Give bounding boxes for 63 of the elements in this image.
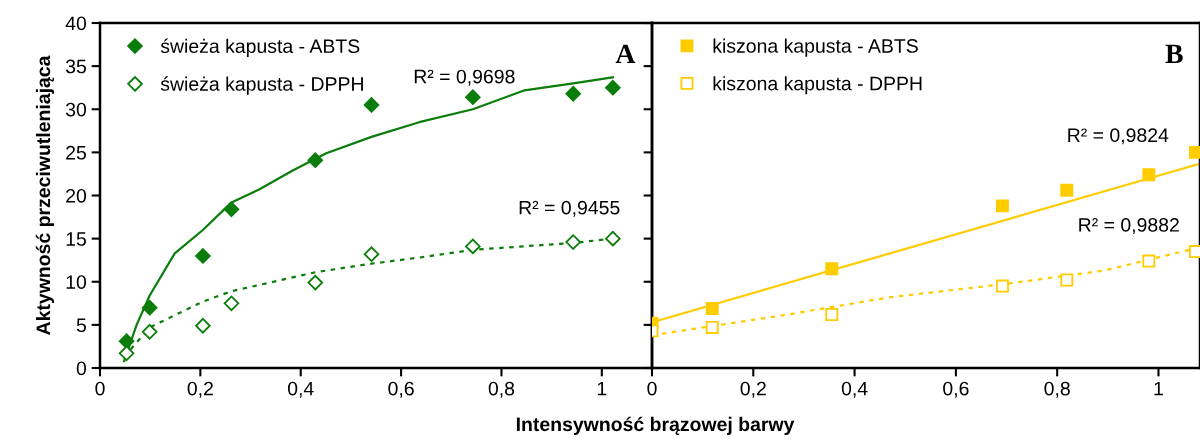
point [705, 321, 719, 334]
x-tick-label: 0,8 [1044, 381, 1070, 398]
point [1060, 183, 1074, 197]
x-tick-label: 1 [1154, 381, 1163, 396]
annotation: R² = 0,9698 [414, 69, 515, 86]
point [1188, 245, 1200, 259]
x-tick-label: 0 [647, 381, 657, 396]
point [1188, 145, 1200, 159]
point [996, 199, 1009, 213]
point [1060, 273, 1074, 287]
x-tick-label: 0 [95, 381, 105, 396]
point [223, 295, 240, 312]
y-tick-label: 20 [66, 188, 87, 203]
point [565, 234, 581, 250]
legend-label: kiszona kapusta - DPPH [713, 76, 922, 95]
x-tick-label: 0,4 [287, 381, 314, 398]
point [565, 85, 581, 102]
annotation: A [615, 44, 636, 63]
y-tick-label: 25 [66, 145, 86, 160]
point [1142, 168, 1156, 182]
point [118, 333, 135, 350]
x-axis-title: Intensywność brązowej barwy [516, 416, 795, 435]
y-tick-label: 0 [76, 361, 87, 376]
point [1142, 254, 1156, 268]
y-axis-title: Aktywność przeciwutleniająca [35, 55, 55, 335]
point [118, 345, 135, 362]
point [141, 323, 158, 340]
legend-label: kiszona kapusta - ABTS [713, 38, 918, 57]
y-tick-label: 5 [76, 318, 86, 333]
point [141, 299, 158, 316]
y-tick-label: 30 [65, 102, 87, 117]
point [605, 79, 621, 96]
x-tick-label: 1 [597, 381, 607, 396]
point [605, 230, 621, 247]
annotation: B [1165, 44, 1183, 64]
point [363, 246, 380, 262]
x-tick-label: 0,2 [187, 381, 213, 398]
point [223, 201, 240, 218]
x-tick-label: 0,8 [488, 381, 515, 398]
y-tick-label: 10 [66, 275, 87, 289]
point [195, 248, 211, 264]
point [825, 308, 839, 321]
point [465, 238, 481, 255]
annotation: R² = 0,9824 [1068, 128, 1169, 145]
legend-label: świeża kapusta - DPPH [160, 76, 363, 95]
x-tick-label: 0,6 [388, 381, 414, 398]
legend-label: świeża kapusta - ABTS [160, 38, 360, 57]
annotation: R² = 0,9882 [1079, 218, 1179, 235]
point [996, 279, 1009, 293]
point [363, 97, 380, 113]
annotation: R² = 0,9455 [519, 200, 620, 217]
x-tick-label: 0,2 [740, 381, 766, 398]
y-tick-label: 15 [66, 232, 86, 246]
point [195, 317, 211, 334]
x-tick-label: 0,4 [841, 381, 868, 398]
point [465, 89, 481, 105]
x-tick-label: 0,6 [943, 381, 969, 398]
point [307, 152, 324, 168]
point [825, 262, 839, 276]
point [705, 302, 719, 315]
y-tick-label: 40 [65, 16, 87, 31]
y-tick-label: 35 [65, 59, 86, 74]
point [307, 274, 324, 291]
